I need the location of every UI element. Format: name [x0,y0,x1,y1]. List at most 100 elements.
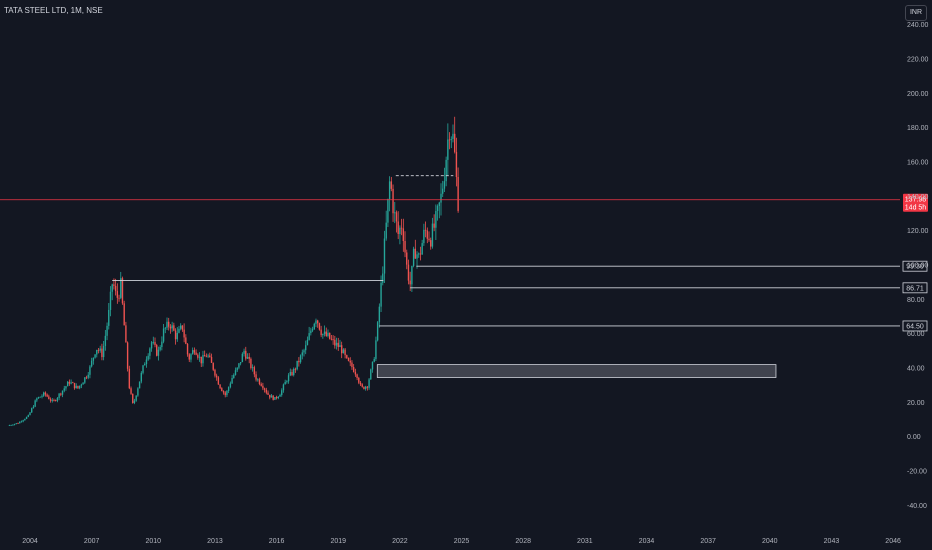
candle-body [421,243,423,255]
candle-body [313,323,315,330]
x-tick-label: 2013 [207,538,223,545]
candle-body [150,342,153,349]
candle-body [430,240,432,247]
candle-body [284,382,286,385]
y-tick-label: 220.00 [907,56,929,63]
candle-body [78,385,81,389]
candle-body [414,248,417,259]
candle-body [221,388,223,392]
candle-body [358,377,360,383]
candle-body [322,333,324,336]
candle-body [311,329,314,331]
demand-zone[interactable] [376,364,777,378]
candle-body [337,342,339,348]
candle-body [73,382,76,389]
candle-body [416,254,418,259]
candle-body [39,396,41,398]
candle-body [180,325,182,329]
candle-body [152,342,154,343]
candle-body [120,278,122,298]
currency-button[interactable]: INR [905,5,927,21]
candle-body [24,418,26,421]
candle-body [157,349,160,356]
candle-body [328,332,331,339]
candle-body [447,139,449,160]
candle-body [291,372,293,376]
candle-body [37,397,40,399]
candle-body [306,339,309,346]
y-tick-label: 180.00 [907,125,929,132]
candle-body [301,352,303,356]
candle-body [351,362,353,368]
candle-body [436,205,439,211]
candle-body [43,392,45,396]
candle-body [224,392,226,396]
candle-body [121,278,124,304]
y-tick-label: -20.00 [907,469,927,476]
candle-body [20,421,23,423]
candle-body [174,330,177,340]
candle-body [339,345,341,348]
candle-body [126,342,129,369]
candle-body [330,338,333,340]
candle-body [395,212,398,222]
candle-body [440,193,442,203]
candle-body [335,342,338,346]
candle-body [32,406,35,409]
candle-body [22,420,24,422]
y-axis[interactable]: 240.00 220.00 200.00 180.00 160.00 140.00 120.… [907,22,929,510]
candle-body [400,227,403,229]
candle-body [243,350,245,354]
candle-body [433,223,435,228]
candle-body [123,303,125,326]
y-tick-label: 0.00 [907,434,921,441]
candle-body [193,350,196,353]
candle-body [27,415,29,417]
candle-body [380,282,382,307]
candle-body [370,369,372,380]
candle-body [318,323,321,330]
candle-body [375,340,377,359]
candle-body [229,383,232,388]
candle-body [419,253,422,255]
candle-body [82,382,84,385]
candle-body [428,238,430,241]
candle-body [207,355,209,357]
candle-body [407,264,410,281]
candle-body [135,395,137,401]
candle-body [36,398,38,401]
candle-body [298,360,300,363]
candle-body [164,327,166,329]
candle-body [294,368,297,370]
candle-body [128,368,131,389]
candle-body [260,384,262,386]
candle-body [161,341,163,348]
candle-body [212,362,214,370]
candle-body [250,358,252,369]
candle-body [89,366,91,375]
candle-body [325,331,327,336]
candle-body [310,330,312,334]
candle-body [356,374,358,378]
candle-body [72,382,74,384]
candle-body [46,394,48,397]
candle-body [10,425,12,426]
x-tick-label: 2016 [269,538,285,545]
candle-body [457,176,459,211]
candle-body [293,368,295,376]
candle-body [195,352,197,355]
chart-title: TATA STEEL LTD, 1M, NSE [4,6,103,15]
x-axis[interactable]: 2004 2007 2010 2013 2016 2019 2022 2025 2028 2031… [22,538,901,545]
candle-body [241,353,244,363]
candle-body [215,375,218,378]
candle-body [197,354,199,358]
candle-body [70,382,72,384]
candle-body [253,367,256,375]
y-tick-label: 60.00 [907,331,925,338]
candle-body [281,390,283,395]
candle-body [96,349,98,355]
candle-body [246,356,249,359]
candle-body [376,322,379,341]
y-tick-label: 80.00 [907,297,925,304]
